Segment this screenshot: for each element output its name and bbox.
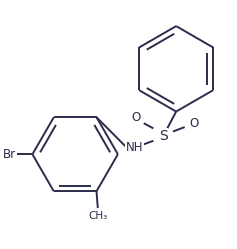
Text: Br: Br: [2, 148, 16, 161]
Text: S: S: [159, 129, 168, 143]
Text: CH₃: CH₃: [88, 211, 107, 221]
Text: NH: NH: [126, 141, 143, 154]
Text: O: O: [131, 111, 141, 124]
Text: O: O: [190, 117, 199, 130]
